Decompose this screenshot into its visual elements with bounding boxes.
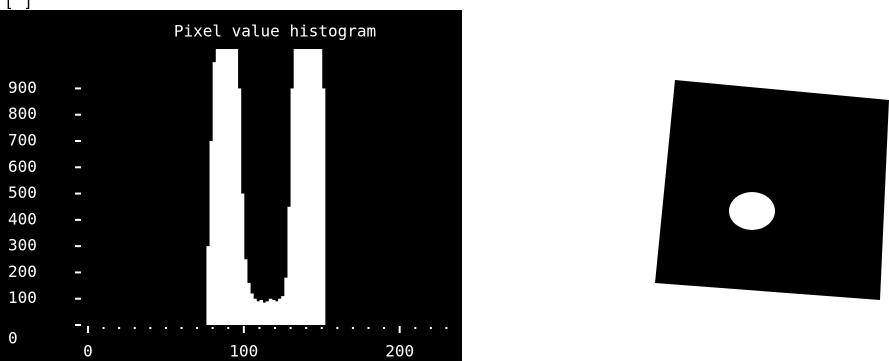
image-square [655, 80, 889, 300]
histogram-bar [244, 259, 248, 325]
x-minor-tick [368, 327, 370, 329]
x-minor-tick [430, 327, 432, 329]
histogram-bar [266, 301, 270, 325]
y-tick-label: 0 [8, 329, 18, 348]
x-tick-label: 200 [385, 342, 414, 361]
x-minor-tick [352, 327, 354, 329]
histogram-bar [322, 88, 326, 325]
image-circle [729, 192, 775, 230]
histogram-bar [291, 88, 295, 325]
histogram-bar [256, 301, 260, 325]
x-minor-tick [274, 327, 276, 329]
x-minor-tick [383, 327, 385, 329]
x-minor-tick [118, 327, 120, 329]
x-minor-tick [134, 327, 136, 329]
x-minor-tick [181, 327, 183, 329]
x-minor-tick [445, 327, 447, 329]
histogram-bar [250, 293, 254, 325]
y-tick-label: 200 [8, 262, 37, 281]
x-minor-tick [258, 327, 260, 329]
histogram-bar [253, 299, 257, 325]
y-tick-label: 600 [8, 157, 37, 176]
y-tick-label: 900 [8, 78, 37, 97]
histogram-bar [272, 300, 276, 325]
x-minor-tick [414, 327, 416, 329]
page: {"top_text": "[ ]", "chart_data": {"type… [0, 0, 889, 361]
x-minor-tick [227, 327, 229, 329]
histogram-bar [275, 301, 279, 325]
histogram-bar [294, 10, 298, 325]
x-minor-tick [290, 327, 292, 329]
histogram-bar [269, 299, 273, 325]
x-minor-tick [336, 327, 338, 329]
histogram-bar [241, 194, 245, 325]
histogram-bar [263, 303, 267, 325]
y-tick-label: 400 [8, 209, 37, 228]
histogram-bar [247, 283, 251, 325]
x-tick-label: 0 [83, 342, 93, 361]
screen: [ ] Pixel value histogram 0 100 200 300 400 5… [0, 0, 889, 361]
y-tick-label: 700 [8, 131, 37, 150]
histogram-bar [234, 10, 238, 325]
x-minor-tick [212, 327, 214, 329]
histogram-bar [216, 10, 220, 325]
y-tick-label: 100 [8, 288, 37, 307]
y-tick-label: 300 [8, 236, 37, 255]
x-minor-tick [165, 327, 167, 329]
y-tick-label: 800 [8, 104, 37, 123]
histogram-bar [281, 296, 285, 325]
x-tick-label: 100 [229, 342, 258, 361]
histogram-bar [206, 246, 210, 325]
y-tick-label: 500 [8, 183, 37, 202]
histogram-bar [278, 299, 282, 325]
chart-title: Pixel value histogram [174, 22, 376, 41]
x-minor-tick [103, 327, 105, 329]
x-minor-tick [196, 327, 198, 329]
histogram-bar [238, 88, 242, 325]
top-text: [ ] [4, 0, 33, 11]
x-minor-tick [305, 327, 307, 329]
histogram-bar [287, 207, 291, 325]
histogram-bar [210, 141, 214, 325]
histogram-bar [259, 300, 263, 325]
x-minor-tick [149, 327, 151, 329]
histogram-bar [284, 278, 288, 325]
x-minor-tick [321, 327, 323, 329]
histogram-bar [213, 62, 217, 325]
